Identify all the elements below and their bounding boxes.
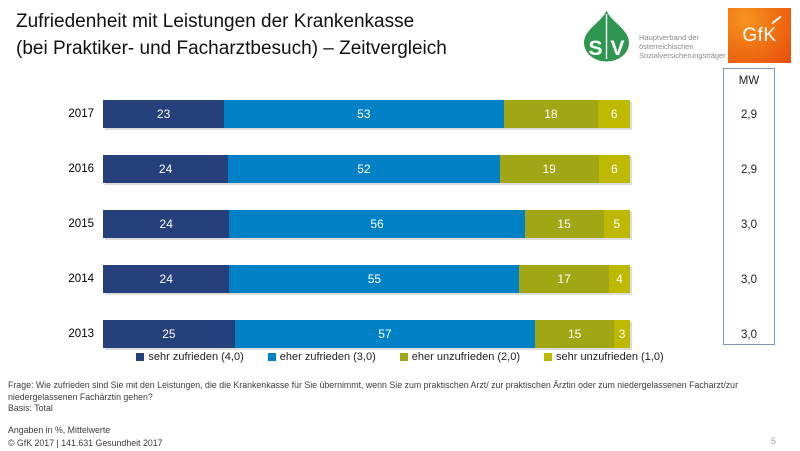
stacked-bar: 23 53 18 6 [103,99,630,128]
bar-value-label: 55 [367,271,382,286]
legend-swatch-icon [267,353,276,361]
sv-logo: S V Hauptverband der österreichischen So… [583,10,726,62]
mw-value: 2,9 [741,108,757,121]
footer-basis: Basis: Total [8,403,53,413]
bar-segment: 6 [598,154,630,183]
mw-value: 2,9 [741,163,757,176]
page-number: 5 [770,436,776,447]
bar-value-label: 52 [357,161,371,176]
legend-swatch-icon [544,353,552,361]
bar-value-label: 24 [159,271,173,286]
bar-segment: 24 [103,154,229,183]
bar-value-label: 15 [567,326,582,341]
legend-label: sehr zufrieden (4,0) [148,351,244,363]
bar-segment: 15 [524,209,604,238]
page-title-line2: (bei Praktiker- und Facharztbesuch) – Ze… [16,38,447,59]
bar-segment: 57 [234,319,536,348]
stacked-bar-chart: 2017 23 53 18 6 2016 24 52 19 6 2015 24 56 15 5 2014 24 5… [0,86,640,361]
bar-segment: 17 [519,264,609,293]
bar-row: 2015 24 56 15 5 [0,196,640,251]
bar-value-label: 3 [618,326,626,341]
bar-segment: 53 [224,99,504,128]
bar-value-label: 24 [158,161,173,176]
sv-org-line1: Hauptverband der [639,33,700,42]
year-label: 2014 [68,272,94,285]
gfk-accent-icon [771,15,782,25]
legend: sehr zufrieden (4,0) eher zufrieden (3,0)… [0,351,800,363]
legend-item: sehr unzufrieden (1,0) [544,351,664,363]
legend-swatch-icon [399,353,408,361]
footer-question-text: Frage: Wie zufrieden sind Sie mit den Le… [8,380,739,402]
gfk-logo-text: GfK [742,24,777,46]
legend-swatch-icon [136,353,145,361]
bar-row: 2016 24 52 19 6 [0,141,640,196]
bar-value-label: 57 [378,326,392,341]
bar-value-label: 6 [611,161,618,176]
legend-item: eher unzufrieden (2,0) [399,351,520,363]
year-label: 2015 [68,217,94,230]
sv-org-line3: Sozialversicherungsträger [639,51,726,60]
sv-org-line2: österreichischen [639,42,694,51]
page-title-line1: Zufriedenheit mit Leistungen der Kranken… [16,11,415,32]
mw-value: 3,0 [741,273,757,286]
footer-note: Angaben in %, Mittelwerte [8,425,111,435]
legend-label: sehr unzufrieden (1,0) [556,351,664,363]
legend-item: sehr zufrieden (4,0) [136,351,244,363]
bar-segment: 19 [499,154,599,183]
bar-segment: 3 [614,319,630,348]
legend-item: eher zufrieden (3,0) [267,351,376,363]
bar-value-label: 25 [162,326,176,341]
mw-values: 2,9 2,9 3,0 3,0 3,0 [724,87,774,362]
bar-row: 2013 25 57 15 3 [0,306,640,361]
bar-value-label: 56 [370,216,384,231]
bar-value-label: 18 [544,106,558,121]
bar-row: 2014 24 55 17 4 [0,251,640,306]
bar-segment: 24 [103,209,230,238]
stacked-bar: 25 57 15 3 [103,319,630,348]
legend-label: eher zufrieden (3,0) [279,351,376,363]
bar-segment: 56 [229,209,525,238]
mw-header: MW [738,75,760,87]
bar-value-label: 24 [159,216,173,231]
bar-value-label: 4 [616,271,623,286]
bar-value-label: 23 [156,106,171,121]
page-title: Zufriedenheit mit Leistungen der Kranken… [16,8,447,62]
mw-box: MW 2,9 2,9 3,0 3,0 3,0 [723,68,775,345]
bar-value-label: 17 [557,271,571,286]
bar-row: 2017 23 53 18 6 [0,86,640,141]
bar-segment: 15 [535,319,615,348]
gfk-logo: GfK [728,8,791,63]
year-label: 2017 [68,107,94,120]
legend-label: eher unzufrieden (2,0) [411,351,520,363]
footer-copyright: © GfK 2017 | 141.631 Gesundheit 2017 [8,438,163,448]
bar-value-label: 15 [557,216,571,231]
sv-letter-v: V [610,37,624,60]
bar-segment: 4 [608,264,630,293]
stacked-bar: 24 52 19 6 [103,154,630,183]
stacked-bar: 24 56 15 5 [103,209,630,238]
bar-segment: 52 [228,154,500,183]
bar-segment: 55 [229,264,520,293]
year-label: 2013 [68,327,94,340]
bar-value-label: 5 [613,216,621,231]
bar-segment: 25 [103,319,235,348]
bar-segment: 6 [598,99,630,128]
bar-segment: 18 [503,99,599,128]
footer-question: Frage: Wie zufrieden sind Sie mit den Le… [8,380,796,415]
mw-value: 3,0 [741,328,757,341]
bar-segment: 23 [103,99,225,128]
sv-letter-s: S [588,37,602,60]
bar-segment: 5 [603,209,630,238]
mw-value: 3,0 [741,218,757,231]
bar-segment: 24 [103,264,230,293]
bar-value-label: 6 [610,106,618,121]
year-label: 2016 [68,162,94,175]
bar-value-label: 19 [542,161,556,176]
sv-org-name: Hauptverband der österreichischen Sozial… [639,33,726,60]
stacked-bar: 24 55 17 4 [103,264,630,293]
sv-drop-icon: S V [584,10,629,62]
bar-value-label: 53 [357,106,371,121]
